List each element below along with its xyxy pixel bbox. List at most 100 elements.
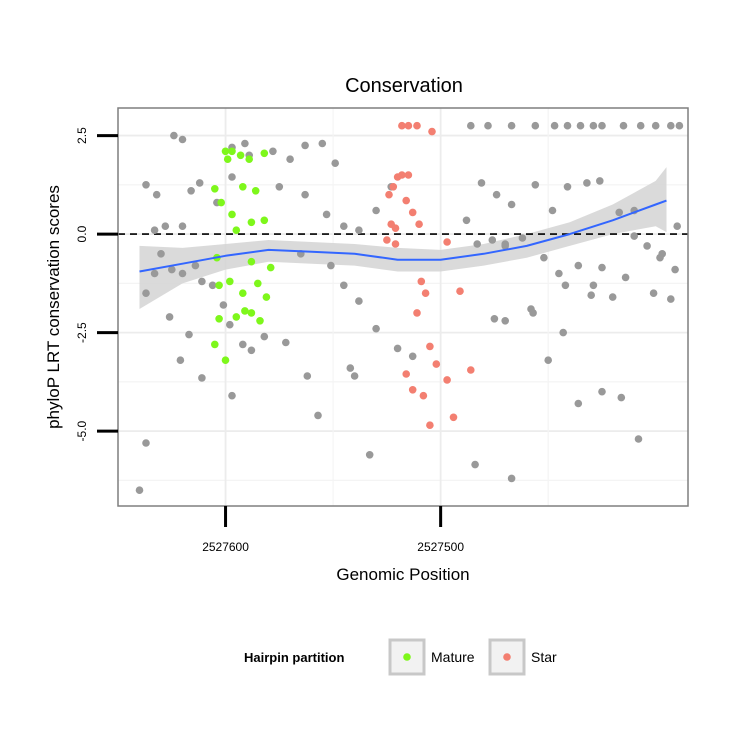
point-mature: [221, 356, 230, 365]
point-mature: [262, 293, 271, 301]
y-axis-title: phyloP LRT conservation scores: [44, 185, 63, 429]
point-other: [393, 344, 402, 353]
point-other: [150, 269, 159, 278]
point-star: [408, 386, 417, 394]
point-other: [649, 289, 658, 298]
point-other: [286, 155, 294, 163]
point-other: [198, 277, 206, 286]
point-star: [443, 376, 451, 384]
y-tick-label: 2.5: [75, 127, 89, 144]
point-other: [673, 222, 681, 230]
point-other: [484, 121, 492, 130]
point-other: [301, 190, 309, 199]
point-other: [621, 273, 630, 282]
point-other: [555, 269, 563, 278]
point-other: [228, 173, 236, 181]
point-other: [142, 289, 150, 298]
point-other: [198, 374, 206, 382]
point-mature: [241, 307, 249, 315]
y-tick-label: -5.0: [75, 420, 89, 441]
point-other: [187, 187, 195, 195]
legend-label-star: Star: [531, 649, 557, 665]
point-mature: [266, 263, 275, 272]
point-other: [462, 216, 471, 225]
point-mature: [211, 185, 219, 193]
point-other: [507, 121, 516, 130]
point-other: [178, 222, 187, 230]
point-mature: [226, 277, 234, 286]
point-mature: [239, 289, 247, 298]
point-mature: [245, 155, 253, 163]
point-star: [383, 236, 391, 244]
point-other: [152, 190, 161, 199]
point-other: [548, 206, 557, 215]
point-other: [314, 411, 322, 420]
point-other: [301, 141, 309, 150]
y-tick-label: -2.5: [75, 322, 89, 343]
point-mature: [247, 257, 256, 266]
point-mature: [256, 317, 264, 325]
point-star: [417, 277, 426, 286]
point-other: [135, 486, 144, 495]
point-other: [634, 435, 643, 443]
point-mature: [236, 151, 245, 160]
point-star: [402, 370, 411, 378]
point-star: [389, 183, 398, 191]
point-other: [157, 250, 165, 258]
point-mature: [232, 226, 241, 234]
point-star: [413, 121, 421, 130]
point-other: [596, 177, 604, 185]
point-other: [340, 281, 348, 290]
point-other: [589, 121, 598, 130]
y-axis: phyloP LRT conservation scores 2.5 0.0 -2.…: [44, 127, 118, 441]
point-other: [488, 236, 497, 244]
point-other: [598, 387, 606, 396]
point-star: [449, 413, 458, 422]
point-other: [563, 121, 572, 130]
point-other: [667, 295, 675, 303]
point-other: [619, 121, 628, 130]
point-other: [467, 121, 475, 130]
smooth-line-layer: [139, 199, 667, 273]
point-star: [421, 289, 430, 298]
point-star: [391, 240, 400, 248]
point-other: [563, 183, 572, 191]
point-other: [561, 281, 570, 290]
point-other: [372, 206, 380, 215]
point-other: [671, 265, 679, 274]
point-mature: [228, 210, 236, 219]
point-other: [608, 293, 617, 301]
point-mature: [247, 218, 256, 227]
point-mature: [215, 315, 223, 323]
point-star: [419, 391, 428, 400]
point-star: [413, 309, 421, 317]
point-other: [327, 261, 335, 270]
point-other: [150, 226, 159, 234]
smooth-line: [139, 199, 667, 273]
point-other: [576, 121, 585, 130]
point-star: [404, 121, 413, 130]
point-star: [467, 366, 475, 374]
point-other: [471, 460, 479, 469]
legend: Hairpin partition Mature Star: [244, 638, 557, 676]
point-mature: [215, 281, 223, 290]
point-mature: [260, 149, 269, 158]
point-other: [507, 200, 516, 209]
plot-area: [117, 107, 689, 507]
point-mature: [217, 198, 225, 207]
point-other: [219, 301, 228, 309]
point-other: [170, 131, 178, 140]
point-mature: [232, 313, 241, 321]
point-other: [667, 121, 675, 130]
y-tick-label: 0.0: [75, 225, 89, 242]
point-other: [518, 234, 527, 242]
point-other: [583, 179, 591, 187]
confidence-ribbon-layer: [139, 167, 667, 309]
point-other: [589, 281, 598, 290]
point-star: [391, 224, 400, 232]
point-other: [269, 147, 277, 156]
point-other: [408, 352, 417, 361]
point-mature: [260, 216, 269, 225]
point-other: [161, 222, 170, 230]
point-star: [426, 421, 434, 430]
